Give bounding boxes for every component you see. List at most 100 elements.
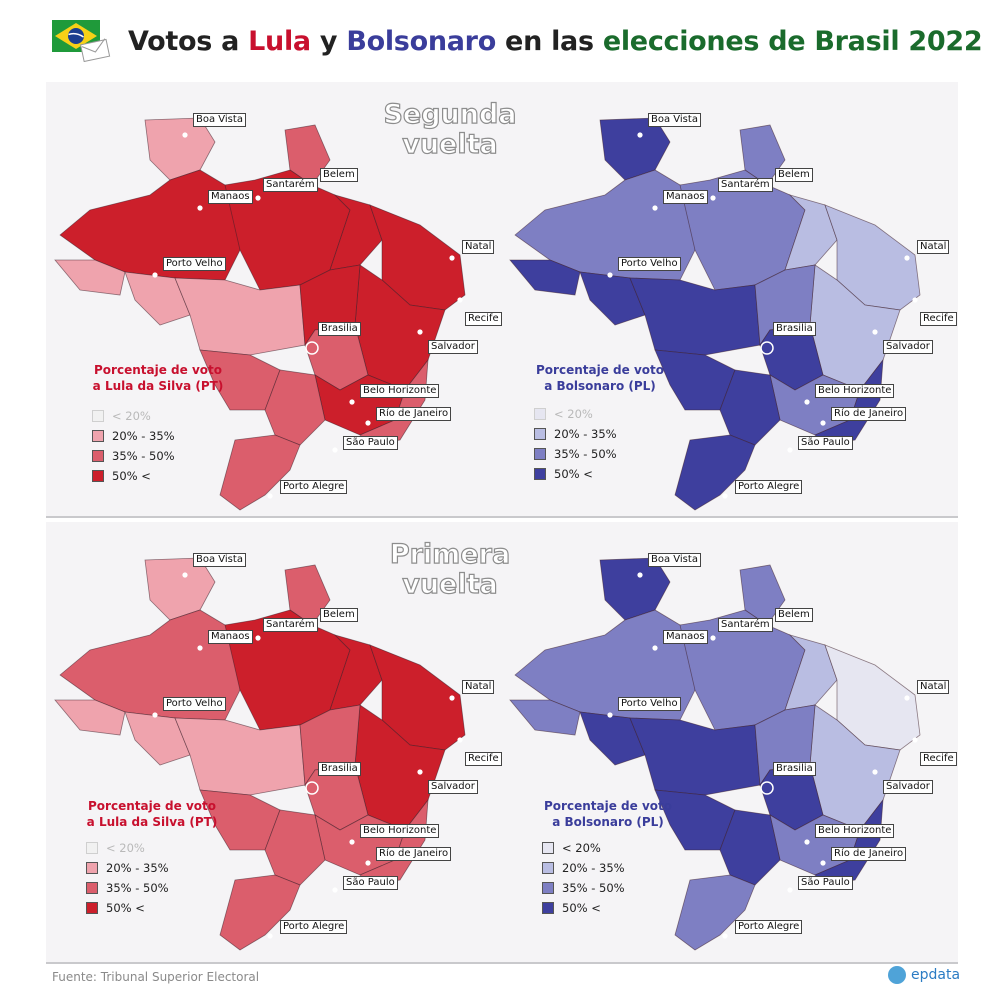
city-marker	[457, 297, 463, 303]
city-marker	[267, 933, 273, 939]
city-label: Natal	[462, 680, 495, 694]
city-label: Santarém	[718, 178, 773, 192]
city-label: Salvador	[883, 780, 933, 794]
city-label: Belem	[320, 608, 358, 622]
city-label: Belo Horizonte	[815, 824, 895, 838]
city-label: Porto Velho	[618, 697, 681, 711]
city-label: Salvador	[428, 780, 478, 794]
city-marker	[152, 712, 158, 718]
city-marker	[760, 781, 774, 795]
legend-bolsonaro-primera: Porcentaje de voto a Bolsonaro (PL) < 20%…	[508, 798, 708, 918]
city-marker	[652, 205, 658, 211]
city-marker	[607, 272, 613, 278]
city-marker	[722, 493, 728, 499]
source-note: Fuente: Tribunal Superior Electoral	[52, 970, 260, 984]
region-matogrosso	[174, 277, 306, 356]
region-rondonia	[124, 271, 191, 326]
city-marker	[305, 781, 319, 795]
legend-row: < 20%	[542, 838, 708, 858]
region-roraima	[599, 557, 671, 621]
region-rondonia	[124, 711, 191, 766]
city-label: Santarém	[718, 618, 773, 632]
region-sul	[674, 434, 756, 511]
city-marker	[449, 695, 455, 701]
city-marker	[710, 195, 716, 201]
city-marker	[305, 341, 319, 355]
city-label: Porto Alegre	[735, 920, 803, 934]
city-marker	[607, 712, 613, 718]
city-marker	[760, 341, 774, 355]
brazil-flag-icon	[52, 20, 111, 62]
region-rondonia	[579, 271, 646, 326]
city-label: Porto Alegre	[280, 920, 348, 934]
city-marker	[872, 769, 878, 775]
legend-row: < 20%	[92, 406, 258, 426]
legend-row: 20% - 35%	[542, 858, 708, 878]
city-marker	[637, 572, 643, 578]
footer-divider	[46, 962, 958, 964]
city-marker	[197, 205, 203, 211]
city-marker	[722, 933, 728, 939]
region-acre	[54, 259, 126, 296]
city-label: Belo Horizonte	[360, 384, 440, 398]
title-bar: Votos a Lula y Bolsonaro en las eleccion…	[0, 0, 1000, 82]
map-bolsonaro-segunda	[509, 117, 921, 511]
region-acre	[509, 259, 581, 296]
legend-row: 20% - 35%	[92, 426, 258, 446]
region-matogrosso	[629, 717, 761, 796]
legend-row: 20% - 35%	[86, 858, 252, 878]
city-label: Natal	[462, 240, 495, 254]
region-sul	[219, 434, 301, 511]
region-sul	[674, 874, 756, 951]
city-label: Río de Janeiro	[376, 407, 452, 421]
city-label: Porto Alegre	[735, 480, 803, 494]
legend-row: 35% - 50%	[86, 878, 252, 898]
city-marker	[182, 572, 188, 578]
city-label: Río de Janeiro	[831, 847, 907, 861]
page-title: Votos a Lula y Bolsonaro en las eleccion…	[128, 26, 983, 57]
region-matogrosso	[629, 277, 761, 356]
map-lula-segunda	[54, 117, 466, 511]
city-label: Manaos	[663, 190, 708, 204]
legend-row: 20% - 35%	[534, 424, 700, 444]
city-marker	[804, 839, 810, 845]
city-label: Brasilia	[773, 322, 816, 336]
city-label: Recife	[465, 312, 502, 326]
city-marker	[912, 297, 918, 303]
city-label: Brasilia	[318, 322, 361, 336]
region-roraima	[599, 117, 671, 181]
city-marker	[365, 420, 371, 426]
city-marker	[804, 399, 810, 405]
ballot-envelope-icon	[80, 38, 111, 62]
legend-row: < 20%	[86, 838, 252, 858]
city-label: Belo Horizonte	[360, 824, 440, 838]
city-label: Salvador	[428, 340, 478, 354]
city-marker	[457, 737, 463, 743]
city-marker	[787, 447, 793, 453]
region-sul	[219, 874, 301, 951]
city-marker	[872, 329, 878, 335]
legend-row: 35% - 50%	[92, 446, 258, 466]
city-marker	[332, 447, 338, 453]
city-label: Belem	[775, 168, 813, 182]
city-label: Recife	[465, 752, 502, 766]
city-marker	[332, 887, 338, 893]
legend-row: 50% <	[534, 464, 700, 484]
legend-lula-segunda: Porcentaje de voto a Lula da Silva (PT) <…	[58, 362, 258, 486]
region-acre	[509, 699, 581, 736]
city-label: Manaos	[208, 630, 253, 644]
city-marker	[152, 272, 158, 278]
city-marker	[197, 645, 203, 651]
round-title-segunda: Segunda vuelta	[383, 99, 517, 160]
legend-bolsonaro-segunda: Porcentaje de voto a Bolsonaro (PL) < 20%…	[500, 362, 700, 484]
map-bolsonaro-primera	[509, 557, 921, 951]
legend-title: Porcentaje de voto a Bolsonaro (PL)	[544, 799, 672, 829]
legend-title: Porcentaje de voto a Bolsonaro (PL)	[536, 363, 664, 393]
city-label: Santarém	[263, 178, 318, 192]
brand[interactable]: epdata	[888, 966, 960, 984]
region-rondonia	[579, 711, 646, 766]
city-marker	[365, 860, 371, 866]
city-label: Salvador	[883, 340, 933, 354]
city-marker	[349, 839, 355, 845]
region-roraima	[144, 117, 216, 181]
